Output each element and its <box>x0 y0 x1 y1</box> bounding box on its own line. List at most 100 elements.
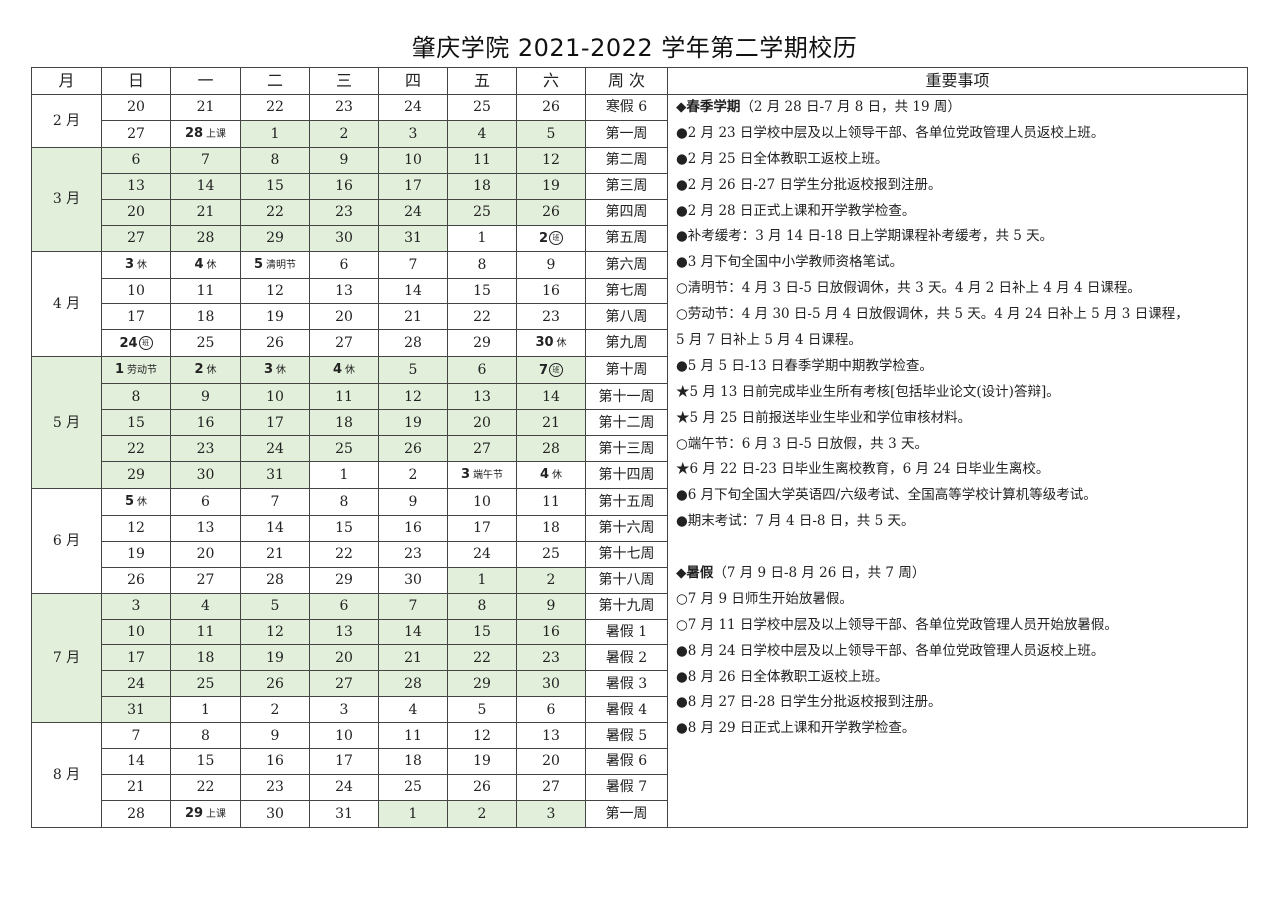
day-cell: 15 <box>447 618 517 646</box>
day-cell: 5 <box>240 592 310 620</box>
day-cell: 5 <box>378 356 448 385</box>
day-cell: 26 <box>240 329 310 358</box>
make-up-workday-badge: 班 <box>138 335 153 350</box>
day-cell: 17 <box>309 748 379 775</box>
event-item: ●6 月下旬全国大学英语四/六级考试、全国高等学校计算机等级考试。 <box>676 483 1247 509</box>
day-number: 7 <box>538 362 549 378</box>
day-annotation: 劳动节 <box>127 365 158 377</box>
bullet-icon: ● <box>676 228 688 245</box>
day-cell: 18 <box>170 644 241 672</box>
day-cell: 16 <box>240 748 310 775</box>
day-cell: 8 <box>170 722 241 750</box>
day-cell: 7 <box>170 146 241 174</box>
day-number: 3 <box>124 256 135 272</box>
day-cell: 21 <box>240 540 310 568</box>
week-label: 暑假 2 <box>585 644 668 672</box>
day-cell: 14 <box>101 748 171 775</box>
day-cell: 3 端午节 <box>447 461 517 490</box>
day-cell: 29 <box>309 566 379 594</box>
section-heading: 春季学期 <box>686 99 741 115</box>
bullet-icon: ● <box>676 254 688 271</box>
day-cell: 26 <box>516 94 586 121</box>
week-label: 第十五周 <box>585 488 668 517</box>
bullet-icon: ◆ <box>676 99 687 115</box>
day-cell: 13 <box>516 722 586 750</box>
day-cell: 9 <box>170 383 241 411</box>
day-cell: 23 <box>309 94 379 121</box>
day-cell: 8 <box>447 250 517 279</box>
day-cell: 1 <box>378 799 448 828</box>
day-cell: 11 <box>378 722 448 750</box>
day-cell: 22 <box>240 94 310 121</box>
week-label: 第十周 <box>585 356 668 385</box>
day-cell: 9 <box>309 146 379 174</box>
day-cell: 27 <box>309 670 379 698</box>
event-text: 补考缓考：3 月 14 日-18 日上学期课程补考缓考，共 5 天。 <box>687 228 1054 245</box>
day-number: 24 <box>119 335 138 351</box>
bullet-icon: ● <box>676 668 688 685</box>
day-cell: 12 <box>101 515 171 542</box>
week-label: 寒假 6 <box>585 94 668 121</box>
day-cell: 15 <box>170 748 241 775</box>
day-cell: 8 <box>240 146 310 174</box>
week-label: 第十八周 <box>585 566 668 594</box>
day-cell: 19 <box>378 409 448 437</box>
day-cell: 28 <box>378 670 448 698</box>
week-label: 第三周 <box>585 172 668 200</box>
day-cell: 26 <box>378 435 448 463</box>
event-text: 8 月 27 日-28 日学生分批返校报到注册。 <box>687 694 942 711</box>
week-row: 31 1 2 3 4 5 6 暑假 4 <box>32 696 1248 724</box>
day-cell: 30 <box>170 461 241 490</box>
day-cell: 22 <box>447 303 517 331</box>
day-number: 3 <box>460 467 471 483</box>
event-item: ★6 月 22 日-23 日毕业生离校教育，6 月 24 日毕业生离校。 <box>676 457 1247 483</box>
day-cell: 29 上课 <box>170 799 241 828</box>
day-cell: 11 <box>309 383 379 411</box>
event-item: ★5 月 25 日前报送毕业生毕业和学位审核材料。 <box>676 406 1247 432</box>
day-annotation: 休 <box>137 497 148 509</box>
week-label: 第十六周 <box>585 515 668 542</box>
bullet-icon: ◆ <box>676 565 687 582</box>
day-number: 5 <box>253 256 264 272</box>
day-cell: 20 <box>101 198 171 226</box>
bullet-icon: ○ <box>676 590 688 607</box>
day-cell: 2 <box>309 119 379 148</box>
bullet-icon: ● <box>676 487 688 504</box>
day-cell: 3 <box>378 119 448 148</box>
day-cell: 7 <box>240 488 310 517</box>
bullet-icon: ● <box>676 720 688 737</box>
day-cell: 13 <box>101 172 171 200</box>
day-cell: 10 <box>101 618 171 646</box>
day-cell: 21 <box>170 198 241 226</box>
bullet-icon: ● <box>676 176 688 193</box>
event-item: ○端午节：6 月 3 日-5 日放假，共 3 天。 <box>676 432 1247 458</box>
day-cell: 12 <box>378 383 448 411</box>
day-cell: 29 <box>447 670 517 698</box>
week-row: 17 18 19 20 21 22 23 第八周 <box>32 303 1248 331</box>
event-item: ◆春季学期（2 月 28 日-7 月 8 日，共 19 周） <box>676 95 1247 120</box>
event-text: （7 月 9 日-8 月 26 日，共 7 周） <box>713 565 926 582</box>
day-cell: 3 <box>516 799 586 828</box>
day-number: 4 <box>194 256 204 272</box>
day-cell: 19 <box>240 644 310 672</box>
event-item: ●2 月 23 日学校中层及以上领导干部、各单位党政管理人员返校上班。 <box>676 121 1247 147</box>
bullet-icon: ● <box>676 694 688 711</box>
week-label: 第十九周 <box>585 592 668 620</box>
day-cell: 4 <box>170 592 241 620</box>
day-cell: 19 <box>240 303 310 331</box>
week-row: 6 月 5 休 6 7 8 9 10 11 第十五周 <box>31 488 1248 594</box>
header-friday: 五 <box>447 67 517 95</box>
day-cell: 29 <box>447 329 517 358</box>
day-cell: 9 <box>516 592 586 620</box>
event-text: 7 月 9 日师生开始放暑假。 <box>687 590 853 607</box>
day-annotation: 上课 <box>206 808 227 820</box>
day-cell: 18 <box>170 303 241 331</box>
day-cell: 28 <box>516 435 586 463</box>
day-cell: 25 <box>516 540 586 568</box>
week-label: 第一周 <box>585 119 668 148</box>
event-text: 5 月 7 日补上 5 月 4 日课程。 <box>676 332 862 349</box>
day-cell: 30 <box>240 799 310 828</box>
week-label: 第五周 <box>585 224 668 252</box>
